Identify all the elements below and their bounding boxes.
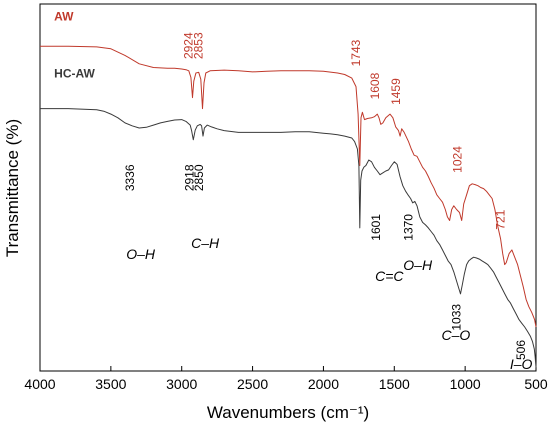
band-assignment-label: C–H bbox=[191, 235, 220, 251]
x-tick-label: 2500 bbox=[237, 376, 268, 392]
band-assignment-label: I–O bbox=[510, 356, 533, 372]
band-assignment-label: C–O bbox=[442, 327, 471, 343]
x-tick-label: 1500 bbox=[379, 376, 410, 392]
peak-label: 2853 bbox=[192, 32, 206, 59]
x-tick-label: 3500 bbox=[95, 376, 126, 392]
series-line-aw bbox=[40, 45, 537, 328]
x-axis-ticks: 4000 3500 3000 2500 2000 1500 1000 500 bbox=[24, 366, 548, 392]
series-line-hc-aw bbox=[40, 108, 537, 368]
peak-label: 1024 bbox=[451, 146, 465, 173]
peak-label: 3336 bbox=[123, 164, 137, 191]
peak-label: 1608 bbox=[368, 72, 382, 99]
peak-label: 1601 bbox=[369, 214, 383, 241]
peak-label: 721 bbox=[494, 209, 508, 229]
band-assignment-label: C=C bbox=[375, 268, 404, 284]
band-assignment-label: O–H bbox=[403, 257, 433, 273]
x-tick-label: 500 bbox=[524, 376, 548, 392]
peak-label: 2850 bbox=[192, 164, 206, 191]
peak-label: 1033 bbox=[449, 304, 463, 331]
x-tick-label: 3000 bbox=[166, 376, 197, 392]
peak-label: 506 bbox=[514, 340, 528, 360]
x-tick-label: 2000 bbox=[308, 376, 339, 392]
series-label-aw: AW bbox=[54, 10, 74, 24]
series-label-hc-aw: HC-AW bbox=[54, 66, 95, 80]
x-tick-label: 1000 bbox=[450, 376, 481, 392]
plot-frame bbox=[39, 3, 537, 372]
band-assignment-label: O–H bbox=[126, 246, 156, 262]
series-layer bbox=[40, 45, 537, 368]
y-axis-title: Transmittance (%) bbox=[3, 119, 22, 257]
peak-label: 1459 bbox=[389, 78, 403, 105]
x-axis-title: Wavenumbers (cm⁻¹) bbox=[207, 403, 369, 422]
peak-label: 2918 bbox=[182, 164, 196, 191]
peak-label: 1743 bbox=[349, 39, 363, 66]
x-tick-label: 4000 bbox=[24, 376, 55, 392]
peak-label: 1370 bbox=[402, 214, 416, 241]
peak-label: 2924 bbox=[181, 32, 195, 59]
